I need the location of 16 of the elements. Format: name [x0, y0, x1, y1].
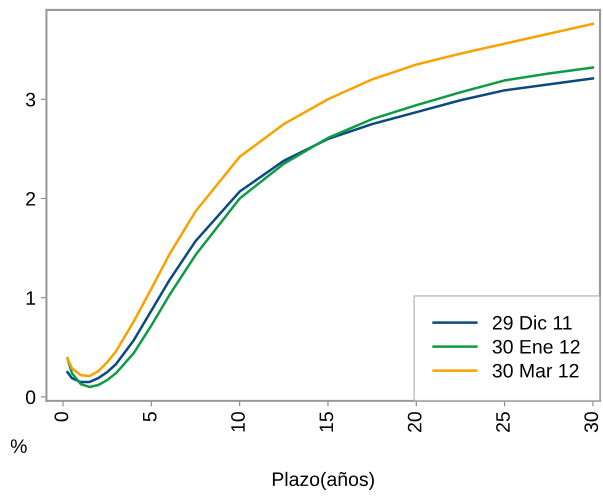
x-tick-label: 10	[231, 412, 245, 432]
x-tick-label: 0	[54, 412, 68, 422]
legend-label: 30 Mar 12	[492, 364, 578, 378]
y-tick-label: 2	[26, 192, 36, 206]
x-tick-label: 25	[496, 412, 510, 432]
x-tick-label: 5	[143, 412, 157, 422]
y-tick-label: 0	[26, 390, 36, 404]
legend-label: 30 Ene 12	[492, 340, 580, 354]
x-tick-label: 20	[408, 412, 422, 432]
legend-label: 29 Dic 11	[492, 315, 572, 330]
x-tick-label: 15	[320, 412, 334, 432]
x-axis-title: Plazo(años)	[272, 472, 374, 490]
y-tick-label: 1	[26, 291, 36, 305]
y-tick-label: 3	[26, 92, 36, 106]
x-tick-label: 30	[584, 412, 598, 432]
y-axis-title: %	[10, 439, 27, 453]
